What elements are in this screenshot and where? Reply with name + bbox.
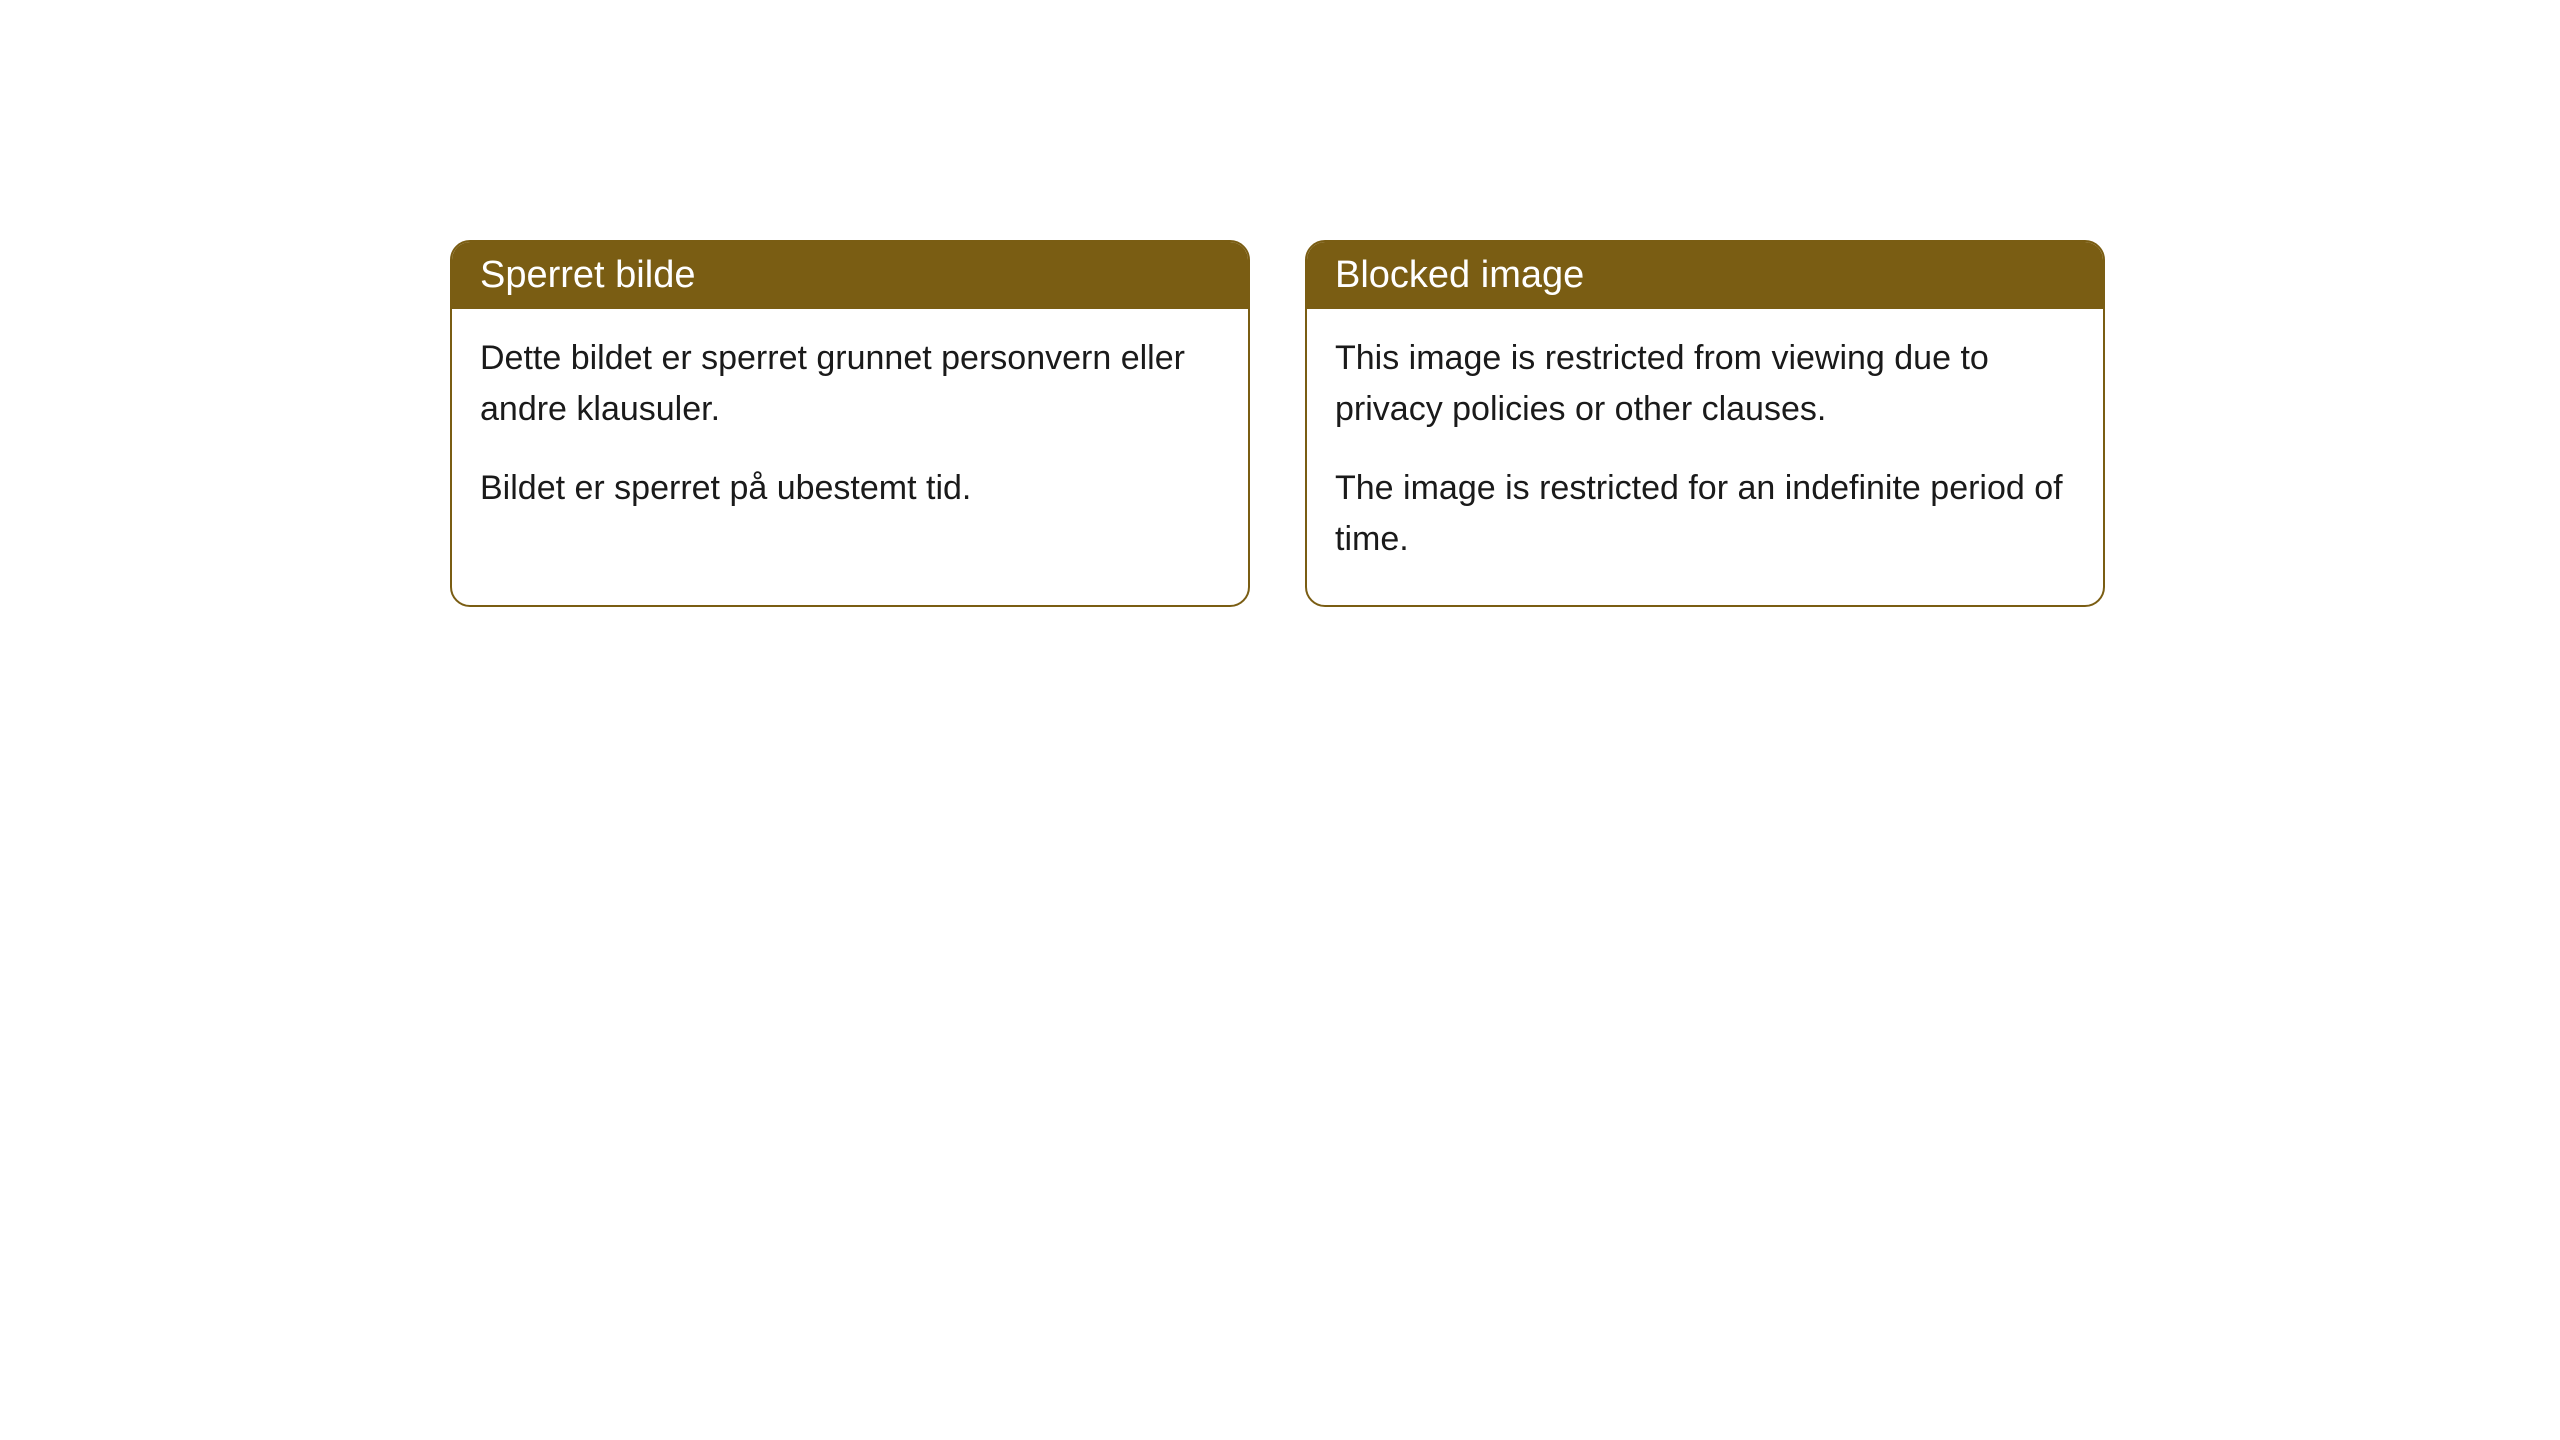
card-header-english: Blocked image: [1307, 242, 2103, 309]
card-body-english: This image is restricted from viewing du…: [1307, 309, 2103, 605]
notice-card-norwegian: Sperret bilde Dette bildet er sperret gr…: [450, 240, 1250, 607]
notice-cards-container: Sperret bilde Dette bildet er sperret gr…: [450, 240, 2560, 607]
card-paragraph-norwegian-2: Bildet er sperret på ubestemt tid.: [480, 463, 1220, 514]
card-header-norwegian: Sperret bilde: [452, 242, 1248, 309]
card-paragraph-english-1: This image is restricted from viewing du…: [1335, 333, 2075, 435]
card-body-norwegian: Dette bildet er sperret grunnet personve…: [452, 309, 1248, 554]
card-paragraph-norwegian-1: Dette bildet er sperret grunnet personve…: [480, 333, 1220, 435]
card-paragraph-english-2: The image is restricted for an indefinit…: [1335, 463, 2075, 565]
card-title-norwegian: Sperret bilde: [480, 254, 695, 296]
notice-card-english: Blocked image This image is restricted f…: [1305, 240, 2105, 607]
card-title-english: Blocked image: [1335, 254, 1584, 296]
